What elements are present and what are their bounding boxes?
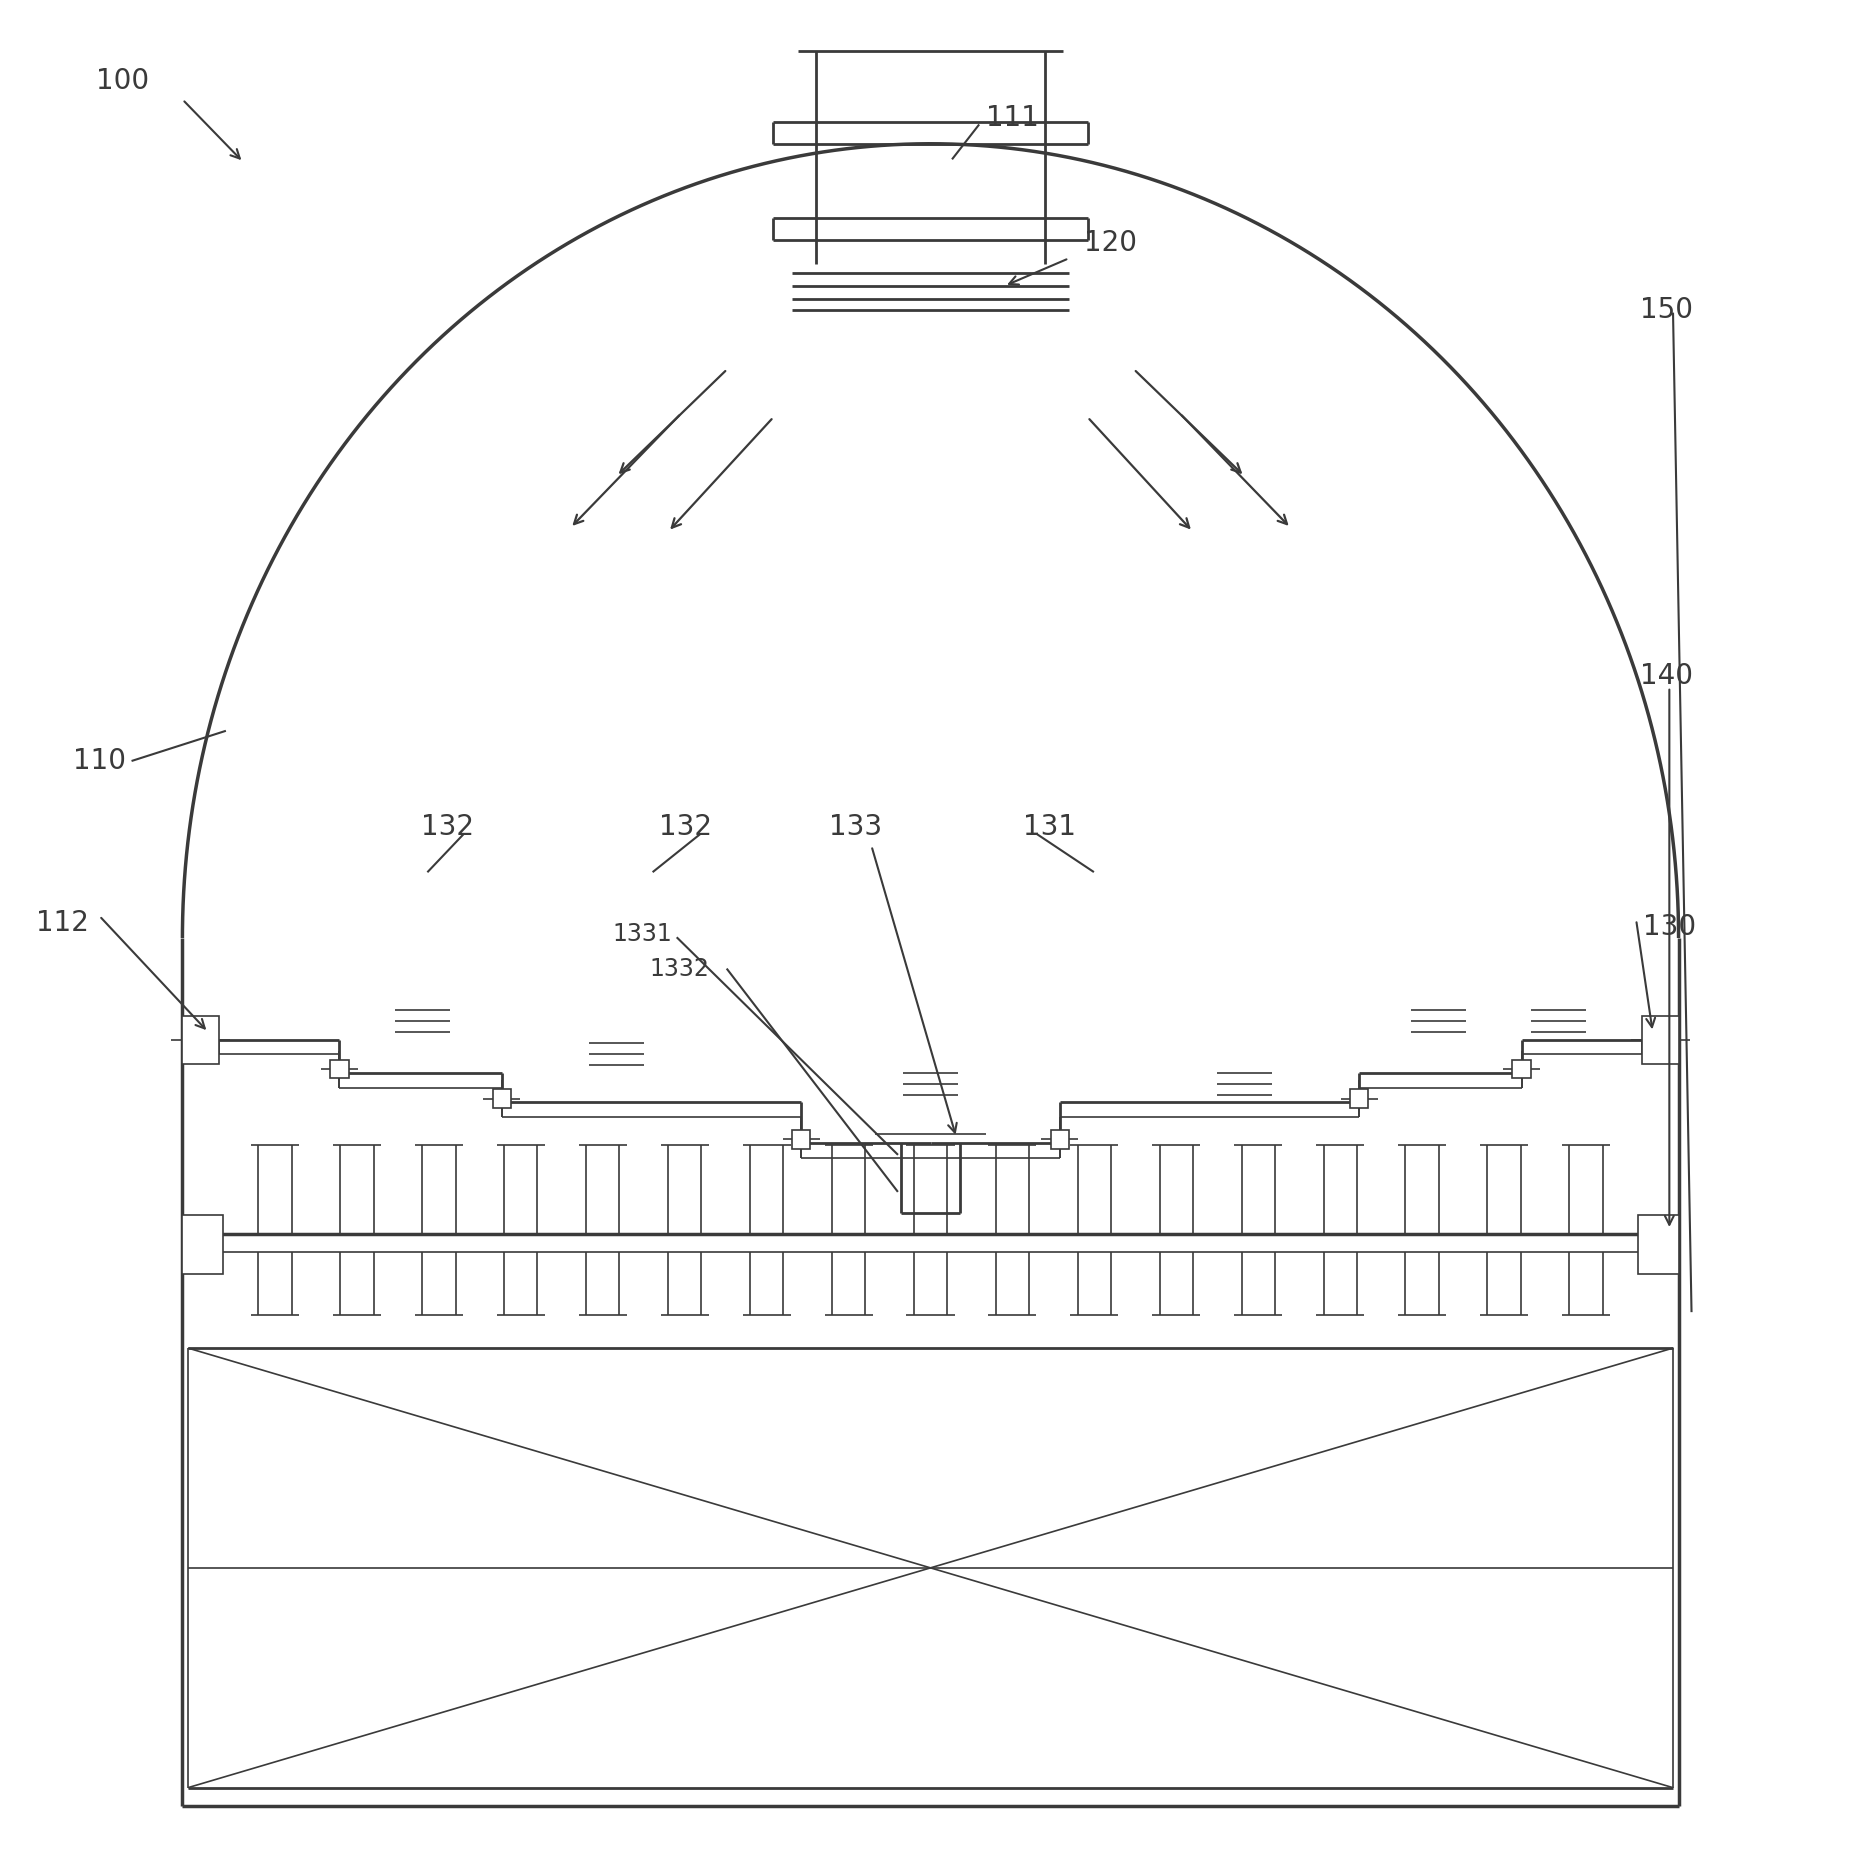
Bar [329,1060,348,1079]
Text: 140: 140 [1640,662,1694,690]
Bar [182,1015,220,1064]
Text: 111: 111 [986,103,1038,131]
Bar [1641,1015,1679,1064]
Text: 110: 110 [73,747,127,775]
Text: 1331: 1331 [612,923,672,946]
Text: 120: 120 [1083,229,1137,257]
Bar [793,1129,810,1148]
Text: 132: 132 [659,812,713,840]
Bar [1051,1129,1068,1148]
Text: 112: 112 [37,910,89,938]
Text: 131: 131 [1024,812,1076,840]
Text: 133: 133 [828,812,882,840]
Text: 150: 150 [1640,296,1694,325]
Text: 130: 130 [1643,914,1697,942]
Bar [182,1216,223,1274]
Bar [1349,1090,1368,1109]
Bar [1638,1216,1679,1274]
Text: 1332: 1332 [649,957,709,981]
Text: 100: 100 [95,68,149,96]
Bar [1513,1060,1532,1079]
Bar [493,1090,512,1109]
Text: 132: 132 [421,812,475,840]
